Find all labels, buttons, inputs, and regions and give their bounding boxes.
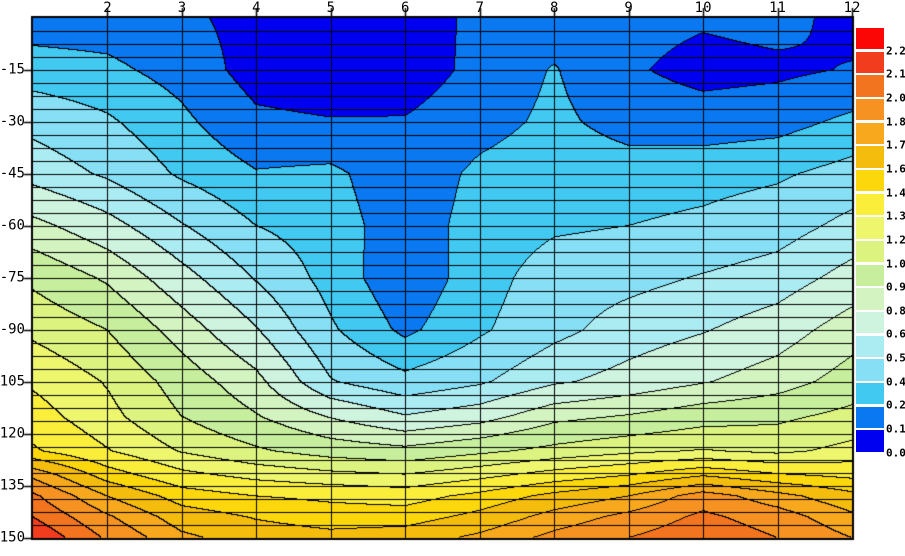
colorbar-tick-label: 1.21 [886,233,905,247]
colorbar-tick-label: 0.40 [886,375,905,389]
colorbar-swatch [856,98,884,121]
x-axis-tick-label: 12 [843,0,861,16]
colorbar-swatch [856,311,884,334]
colorbar-tick-label: 0.67 [886,327,905,341]
x-axis-tick-label: 11 [769,0,786,16]
y-axis-tick-label: -60 [0,217,25,234]
y-axis-tick-label: -120 [0,425,25,442]
colorbar-tick-label: 2.15 [886,67,905,81]
x-axis-tick-label: 4 [252,0,261,16]
y-axis-tick-label: -30 [0,113,25,130]
y-axis-tick-label: -150 [0,529,25,546]
colorbar-tick-label: 0.13 [886,422,905,436]
colorbar-tick-label: 0.54 [886,351,905,365]
colorbar-swatch [856,264,884,287]
x-axis-tick-label: 7 [475,0,484,16]
y-axis-tick-label: -75 [0,269,25,286]
colorbar-tick-label: 2.29 [886,44,905,58]
colorbar-swatch [856,169,884,192]
colorbar-swatch [856,75,884,97]
colorbar-swatch [856,51,884,74]
y-axis-tick-label: -90 [0,321,25,338]
colorbar-tick-label: 2.02 [886,91,905,105]
x-axis-tick-label: 10 [694,0,712,16]
colorbar-swatch [856,28,884,50]
x-axis-tick-label: 3 [177,0,187,16]
colorbar-swatch [856,406,884,428]
colorbar-swatch [856,288,884,310]
x-axis-tick-label: 5 [326,0,336,16]
y-axis-tick-label: -105 [0,373,25,390]
colorbar-tick-label: 0.00 [886,446,905,460]
y-axis-tick-label: -15 [0,61,25,78]
colorbar-tick-label: 1.75 [886,138,905,152]
colorbar-tick-label: 1.61 [886,162,905,176]
colorbar-tick-label: 1.08 [886,257,905,270]
colorbar-swatch [856,146,884,168]
colorbar-swatch [856,193,884,216]
x-axis-tick-label: 9 [624,0,633,16]
colorbar-tick-label: 1.34 [886,209,905,223]
x-axis-tick-label: 8 [549,0,559,16]
y-axis-tick-label: -45 [0,165,25,182]
colorbar-tick-label: 0.27 [886,398,905,412]
x-axis-tick-label: 6 [401,0,410,16]
colorbar-swatch [856,382,884,405]
colorbar-swatch [856,122,884,145]
colorbar-tick-label: 0.81 [886,304,905,318]
colorbar-tick-label: 1.88 [886,115,905,129]
colorbar-swatch [856,335,884,358]
y-axis-tick-label: -135 [0,477,25,494]
colorbar-swatch [856,217,884,239]
colorbar-swatch [856,240,884,263]
colorbar-tick-label: 0.94 [886,280,905,294]
colorbar-swatch [856,359,884,381]
colorbar-tick-label: 1.48 [886,186,905,200]
colorbar-swatch [856,430,884,452]
x-axis-tick-label: 2 [103,0,112,16]
